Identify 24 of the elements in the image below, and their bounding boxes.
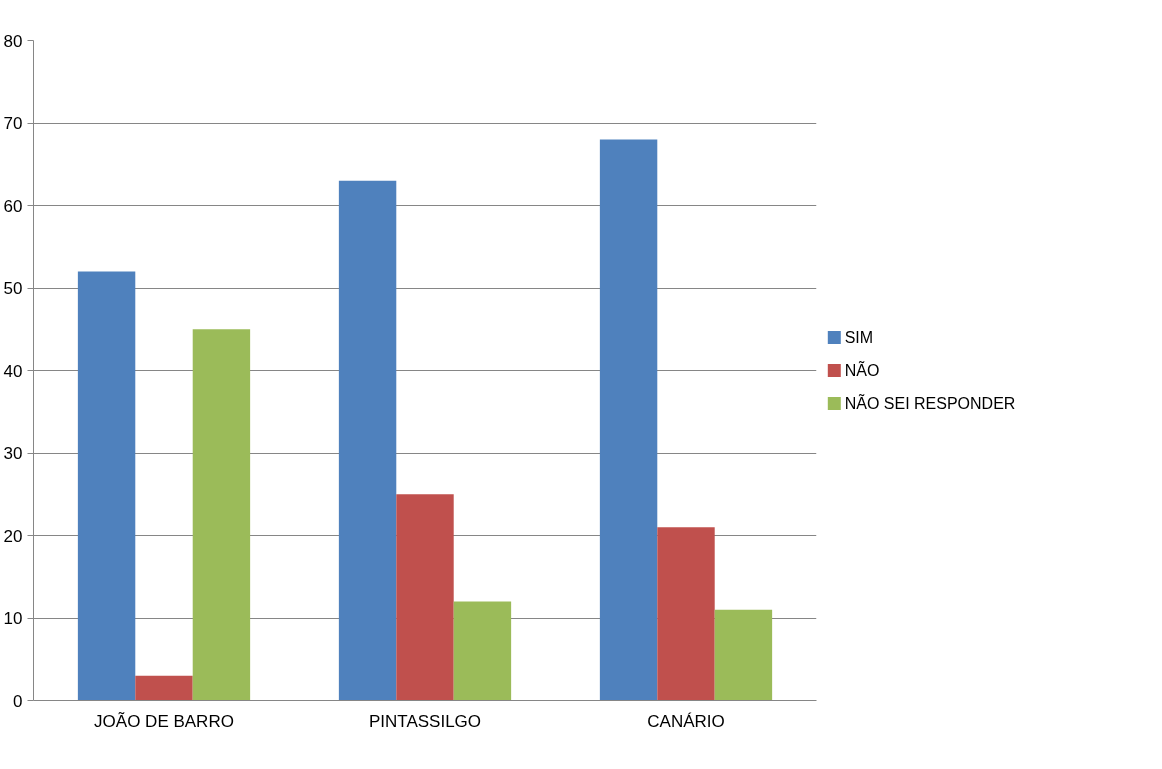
y-tick-label: 70 [3, 114, 23, 133]
x-tick-label: PINTASSILGO [368, 711, 482, 731]
y-tick-label: 20 [3, 526, 23, 546]
bar [192, 329, 251, 701]
y-tick-label: 50 [3, 279, 23, 298]
bar [657, 527, 715, 701]
y-tick-label: 80 [3, 31, 23, 51]
bar [338, 180, 397, 701]
y-tick-label: 0 [13, 691, 23, 711]
legend-label: NÃO [844, 360, 880, 379]
y-tick-label: 40 [3, 361, 23, 381]
y-tick-label: 30 [3, 444, 23, 463]
bar [714, 609, 773, 701]
bar [135, 675, 193, 701]
y-tick-label: 60 [3, 196, 23, 216]
x-tick-label: CANÁRIO [647, 711, 725, 731]
bar [453, 601, 512, 701]
bar [396, 494, 454, 701]
bar [77, 271, 136, 701]
bar [599, 139, 658, 701]
x-tick-label: JOÃO DE BARRO [94, 711, 234, 731]
legend-label: NÃO SEI RESPONDER [844, 393, 1016, 412]
legend-label: SIM [844, 329, 874, 346]
y-tick-label: 10 [3, 609, 23, 628]
